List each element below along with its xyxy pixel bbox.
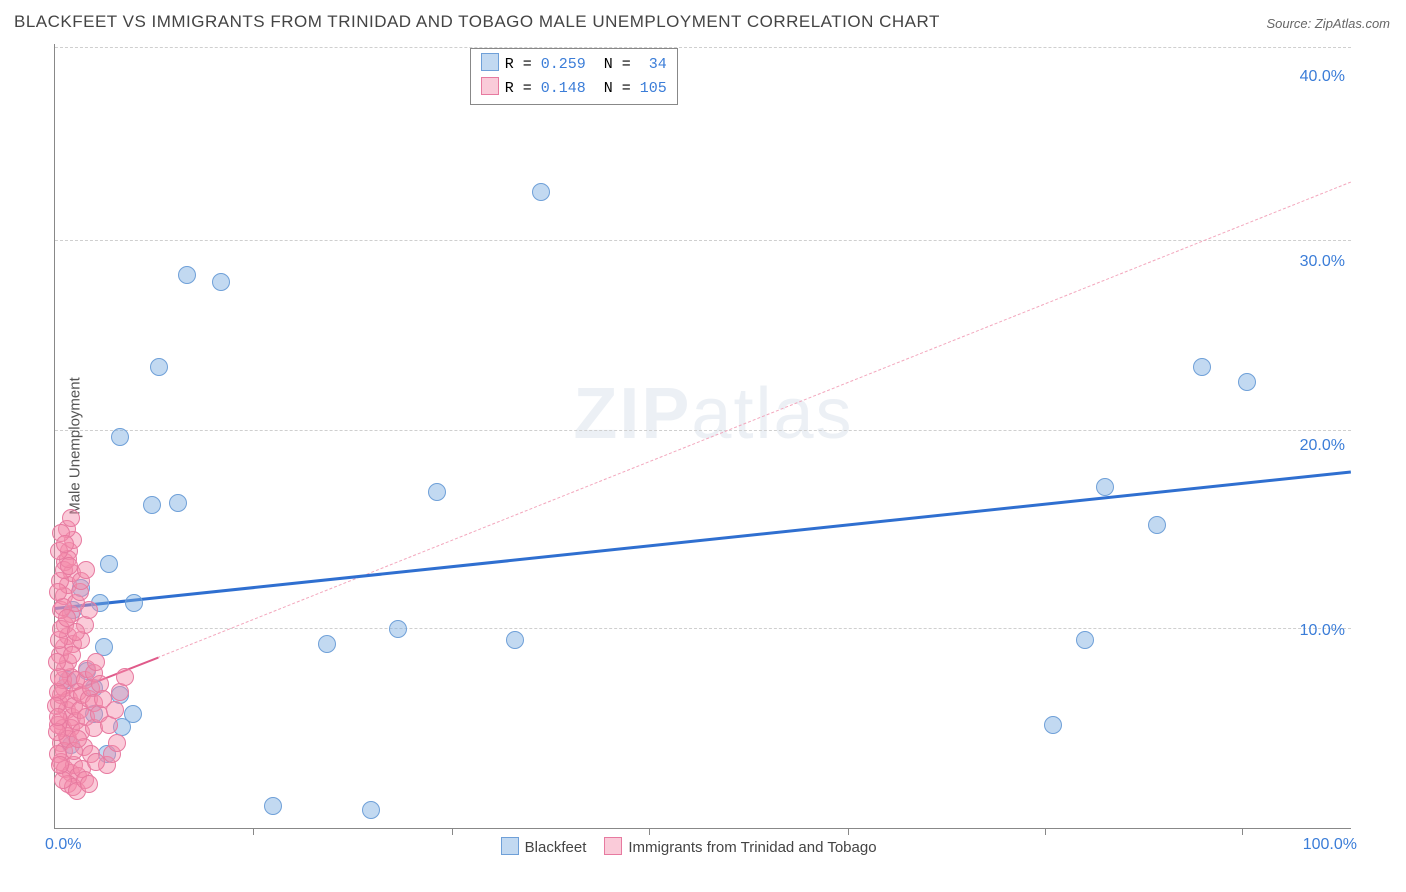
scatter-point-b [106,701,124,719]
scatter-point-b [87,653,105,671]
scatter-point-a [428,483,446,501]
scatter-point-a [150,358,168,376]
scatter-point-b [67,623,85,641]
chart-title: BLACKFEET VS IMMIGRANTS FROM TRINIDAD AN… [14,12,940,32]
scatter-point-a [1238,373,1256,391]
gridline [55,240,1351,241]
scatter-point-a [111,428,129,446]
x-tick [1045,828,1046,835]
gridline [55,628,1351,629]
stats-legend: R = 0.259 N = 34R = 0.148 N = 105 [470,48,678,105]
x-tick [253,828,254,835]
scatter-point-a [1044,716,1062,734]
scatter-point-b [69,730,87,748]
scatter-point-a [362,801,380,819]
scatter-point-a [389,620,407,638]
gridline [55,47,1351,48]
scatter-point-a [264,797,282,815]
legend-swatch-a [501,837,519,855]
scatter-point-a [124,705,142,723]
scatter-point-a [1076,631,1094,649]
gridline [55,430,1351,431]
scatter-point-a [318,635,336,653]
y-tick-label: 10.0% [1300,622,1345,640]
scatter-point-b [49,583,67,601]
scatter-point-a [1193,358,1211,376]
x-tick-label: 0.0% [45,836,81,854]
scatter-point-a [143,496,161,514]
plot-area: ZIPatlas 10.0%20.0%30.0%40.0%0.0%100.0%R… [54,44,1351,829]
scatter-point-a [1096,478,1114,496]
scatter-point-a [532,183,550,201]
scatter-point-a [212,273,230,291]
y-tick-label: 30.0% [1300,253,1345,271]
x-tick [848,828,849,835]
watermark: ZIPatlas [573,373,853,455]
source-attribution: Source: ZipAtlas.com [1266,16,1390,31]
scatter-point-a [100,555,118,573]
scatter-point-b [116,668,134,686]
trend-line [55,471,1351,610]
scatter-point-a [169,494,187,512]
trend-line [55,181,1351,698]
x-tick [452,828,453,835]
scatter-point-b [108,734,126,752]
legend-label-b: Immigrants from Trinidad and Tobago [628,839,876,856]
scatter-point-b [77,561,95,579]
scatter-point-b [63,646,81,664]
scatter-point-b [51,756,69,774]
series-legend: Blackfeet Immigrants from Trinidad and To… [483,837,877,856]
scatter-point-a [125,594,143,612]
y-tick-label: 20.0% [1300,437,1345,455]
chart-container: BLACKFEET VS IMMIGRANTS FROM TRINIDAD AN… [0,0,1406,892]
x-tick [649,828,650,835]
scatter-point-b [56,535,74,553]
scatter-point-b [87,753,105,771]
scatter-point-a [178,266,196,284]
scatter-point-a [506,631,524,649]
scatter-point-a [1148,516,1166,534]
scatter-point-b [80,775,98,793]
legend-label-a: Blackfeet [525,839,587,856]
y-tick-label: 40.0% [1300,68,1345,86]
legend-swatch-b [604,837,622,855]
x-tick [1242,828,1243,835]
x-tick-label: 100.0% [1303,836,1357,854]
scatter-point-b [49,708,67,726]
